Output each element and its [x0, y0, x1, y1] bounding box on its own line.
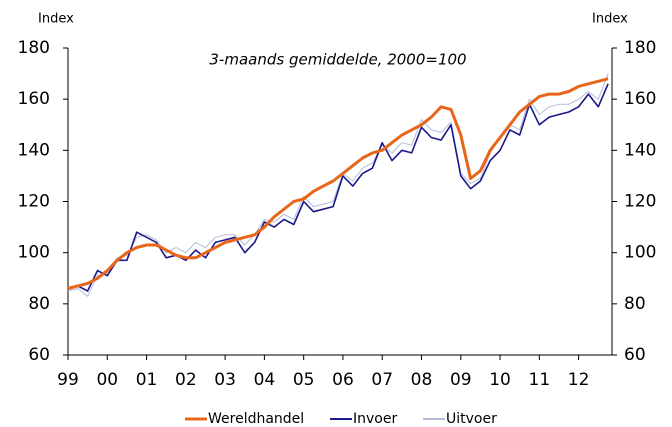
legend-label: Wereldhandel — [208, 411, 304, 427]
y2-tick-label: 100 — [624, 243, 656, 263]
x-tick-label: 07 — [371, 370, 393, 390]
x-tick-label: 01 — [136, 370, 158, 390]
y-tick-label: 180 — [18, 38, 50, 58]
x-tick-label: 02 — [175, 370, 197, 390]
x-tick-label: 09 — [450, 370, 472, 390]
y2-tick-label: 180 — [624, 38, 656, 58]
x-tick-label: 08 — [411, 370, 433, 390]
y-tick-label: 80 — [28, 294, 50, 314]
legend-label: Uitvoer — [446, 411, 497, 427]
chart-subtitle: 3-maands gemiddelde, 2000=100 — [209, 51, 466, 69]
x-tick-label: 11 — [529, 370, 551, 390]
series-line — [67, 77, 609, 290]
x-tick-label: 10 — [489, 370, 511, 390]
y2-tick-label: 60 — [624, 345, 646, 365]
x-tick-label: 03 — [214, 370, 236, 390]
series-line — [67, 73, 609, 297]
x-tick-label: 99 — [57, 370, 79, 390]
y-tick-label: 140 — [18, 140, 50, 160]
legend-label: Invoer — [353, 411, 397, 427]
y2-tick-label: 140 — [624, 140, 656, 160]
y2-tick-label: 80 — [624, 294, 646, 314]
x-tick-label: 12 — [568, 370, 590, 390]
y2-tick-label: 120 — [624, 192, 656, 212]
y2-axis-label: Index — [592, 12, 628, 27]
x-tick-label: 06 — [332, 370, 354, 390]
y-tick-label: 60 — [28, 345, 50, 365]
y-axis-label: Index — [38, 12, 74, 27]
x-tick-label: 05 — [293, 370, 315, 390]
x-tick-label: 04 — [254, 370, 276, 390]
y-tick-label: 160 — [18, 89, 50, 109]
x-tick-label: 00 — [96, 370, 118, 390]
y2-tick-label: 160 — [624, 89, 656, 109]
y-tick-label: 100 — [18, 243, 50, 263]
y-tick-label: 120 — [18, 192, 50, 212]
